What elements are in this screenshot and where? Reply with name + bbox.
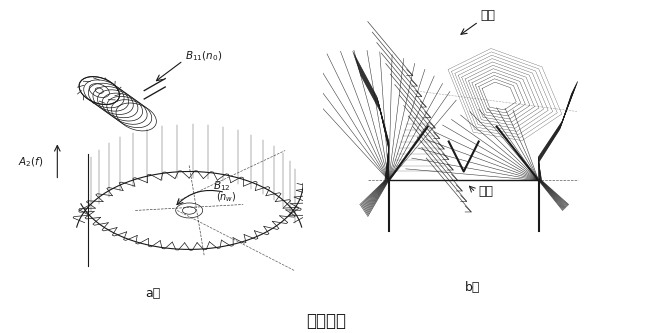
Text: $B_{11}(n_0)$: $B_{11}(n_0)$: [185, 49, 222, 63]
Text: $(n_w)$: $(n_w)$: [216, 190, 237, 204]
Text: b）: b）: [465, 281, 481, 294]
Text: $A_2(f)$: $A_2(f)$: [18, 156, 44, 169]
Text: a）: a）: [145, 287, 161, 300]
Text: 滚齿原理: 滚齿原理: [306, 312, 346, 330]
Text: 工件: 工件: [479, 185, 494, 198]
Text: 刀具: 刀具: [480, 9, 495, 22]
Text: $B_{12}$: $B_{12}$: [213, 179, 231, 193]
